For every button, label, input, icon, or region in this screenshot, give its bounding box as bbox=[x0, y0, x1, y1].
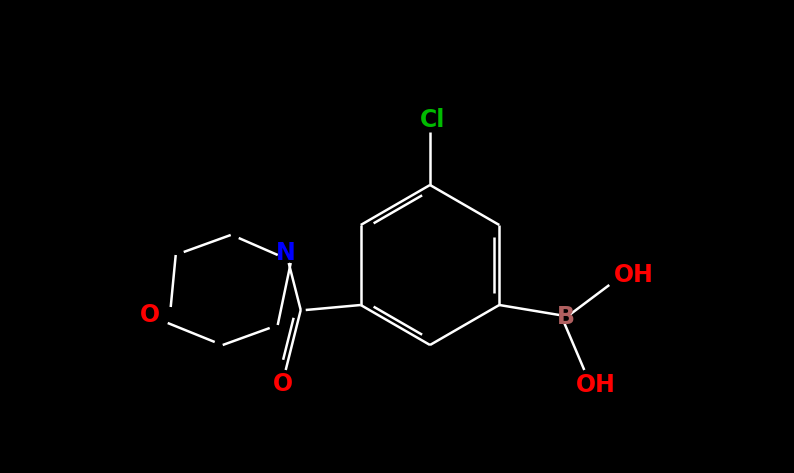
Text: OH: OH bbox=[576, 373, 616, 397]
Text: O: O bbox=[140, 303, 160, 327]
Text: OH: OH bbox=[615, 263, 654, 287]
Text: O: O bbox=[272, 372, 293, 396]
Text: B: B bbox=[557, 305, 576, 329]
Text: N: N bbox=[276, 241, 295, 265]
Text: Cl: Cl bbox=[420, 108, 445, 132]
